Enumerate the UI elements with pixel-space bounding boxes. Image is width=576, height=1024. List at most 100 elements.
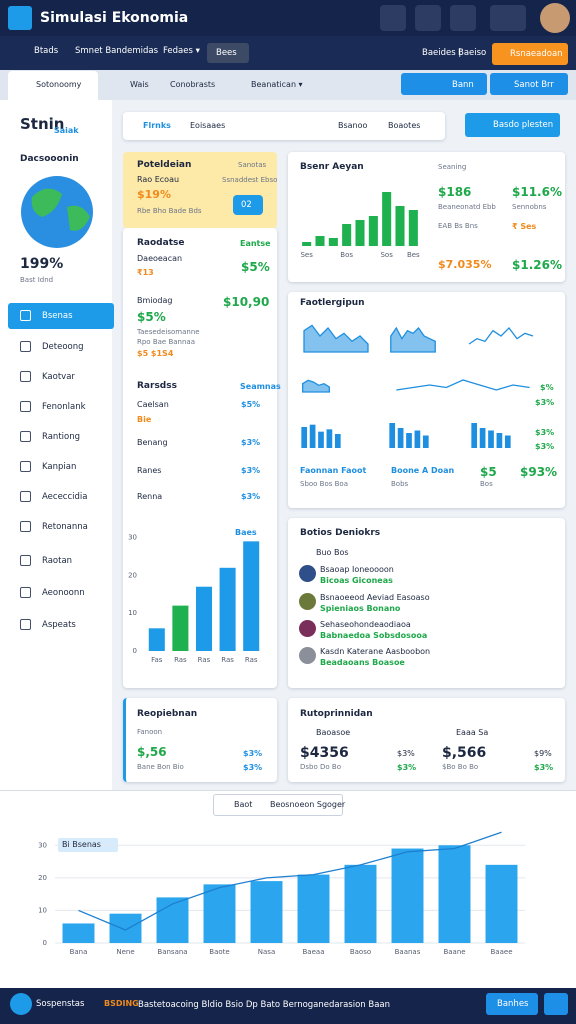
menu-item: Aspeats xyxy=(42,620,76,630)
bar xyxy=(148,628,165,651)
line xyxy=(396,379,530,391)
kpi-note: Beaneonatd Ebb xyxy=(438,203,496,211)
tab: Wais xyxy=(130,80,149,89)
tab-button-label: Sanot Brr xyxy=(514,80,554,90)
cta-button[interactable] xyxy=(492,43,568,65)
nav-item: Smnet Bandemidas xyxy=(75,46,159,56)
footer-button-label: Banhes xyxy=(497,999,529,1009)
contact-avatar xyxy=(299,647,316,664)
bar xyxy=(344,864,377,943)
badge xyxy=(233,195,263,215)
bar xyxy=(479,428,486,448)
sidebar-stat-label: Bast Idnd xyxy=(20,276,54,284)
section-title: Raodatse xyxy=(137,238,185,248)
icon-button[interactable] xyxy=(415,5,441,31)
trend-value: $93% xyxy=(520,465,558,479)
close-button[interactable] xyxy=(544,993,568,1015)
bar xyxy=(488,430,494,448)
logo-sub: Saiak xyxy=(54,126,79,135)
menu-item: Retonanna xyxy=(42,522,88,532)
bar xyxy=(315,236,325,246)
metric-label: Renna xyxy=(137,492,163,501)
summary-meta: Ssnaddest Ebso xyxy=(222,176,278,184)
bar xyxy=(309,424,316,448)
x-tick-label: Fas xyxy=(151,656,163,664)
bar xyxy=(496,433,503,448)
metric-value: $10,90 xyxy=(223,295,270,309)
report-value: $3% xyxy=(397,749,415,758)
report-tag: Baoasoe xyxy=(316,728,351,737)
bar xyxy=(318,431,324,448)
bar xyxy=(334,434,341,448)
footer-button[interactable] xyxy=(486,993,538,1015)
sub-tab: Bsanoo xyxy=(338,121,368,130)
bar xyxy=(156,897,189,943)
menu-icon xyxy=(20,555,31,566)
bar xyxy=(62,923,95,943)
y-tick-label: 0 xyxy=(133,647,137,655)
nav-bar xyxy=(0,36,576,70)
y-tick-label: 30 xyxy=(38,841,47,849)
kpi-value: $1.26% xyxy=(512,258,562,272)
section-title: Rarsdss xyxy=(137,381,177,391)
app-title: Simulasi Ekonomia xyxy=(40,10,189,26)
badge-label: 02 xyxy=(241,200,252,210)
kpi-note: ₹ Ses xyxy=(512,222,537,231)
menu-item: Deteoong xyxy=(42,342,84,352)
bar xyxy=(408,210,418,246)
nav-link: Baeides | xyxy=(422,48,462,58)
report-tag: Eaaa Sa xyxy=(456,728,489,737)
active-tab[interactable] xyxy=(8,71,98,100)
top-bar xyxy=(0,0,576,36)
bar xyxy=(302,242,312,246)
tab-button[interactable] xyxy=(490,73,568,95)
sub-tab: Boaotes xyxy=(388,121,421,130)
toolbar-chip: Baot xyxy=(234,800,253,809)
icon-button[interactable] xyxy=(380,5,406,31)
contact-avatar xyxy=(299,565,316,582)
icon-button[interactable] xyxy=(450,5,476,31)
contact-detail: Bicoas Giconeas xyxy=(320,576,393,585)
area xyxy=(390,326,436,353)
summary-card xyxy=(123,152,277,228)
nav-button[interactable] xyxy=(207,43,249,63)
menu-icon xyxy=(20,587,31,598)
metric-label: Ranes xyxy=(137,466,162,475)
x-tick-label: Bos xyxy=(340,251,353,259)
menu-item: Kanpian xyxy=(42,462,77,472)
mini-value: $3% xyxy=(535,398,555,407)
contact-name: Sehaseohondeaodiaoa xyxy=(320,620,411,629)
icon-button[interactable] xyxy=(490,5,526,31)
x-tick-label: Sos xyxy=(380,251,393,259)
metric-label: Daeoeacan xyxy=(137,254,183,263)
sub-tab: Eoisaaes xyxy=(190,121,226,130)
action-button[interactable] xyxy=(465,113,560,137)
menu-icon xyxy=(20,461,31,472)
summary-meta: Sanotas xyxy=(238,161,267,169)
bar xyxy=(389,423,396,448)
x-tick-label: Nene xyxy=(116,948,134,956)
avatar[interactable] xyxy=(540,3,570,33)
kpi-value: $11.6% xyxy=(512,185,562,199)
report-title: Rutoprinnidan xyxy=(300,709,373,719)
x-tick-label: Ras xyxy=(174,656,187,664)
menu-button[interactable] xyxy=(8,6,32,30)
x-tick-label: Baeaa xyxy=(303,948,325,956)
menu-icon xyxy=(20,619,31,630)
kpi-note: EAB Bs Bns xyxy=(438,222,478,230)
search-box[interactable] xyxy=(213,794,343,816)
bar xyxy=(504,435,511,448)
metric-value: $3% xyxy=(241,466,261,475)
contacts-card xyxy=(288,518,565,688)
kpi-value: $7.035% xyxy=(438,258,492,271)
report-value: $4356 xyxy=(300,745,349,761)
y-tick-label: 20 xyxy=(128,571,137,579)
active-menu-item[interactable] xyxy=(8,303,114,329)
report-value: $9% xyxy=(534,749,552,758)
metric-label: Bmiodag xyxy=(137,296,173,305)
report-note: $3% xyxy=(397,763,417,772)
tab-button[interactable] xyxy=(401,73,487,95)
menu-icon xyxy=(20,431,31,442)
y-tick-label: 30 xyxy=(128,534,137,542)
bar xyxy=(397,428,404,448)
